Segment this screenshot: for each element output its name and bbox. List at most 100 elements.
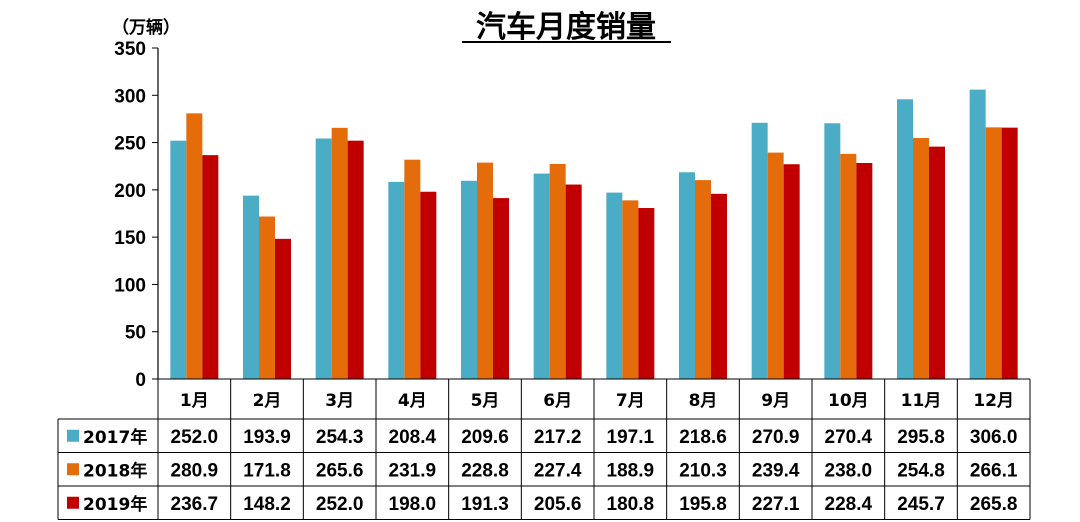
bar (549, 163, 566, 379)
bar (186, 113, 203, 380)
bar (477, 162, 493, 379)
series-label: 2018年 (83, 460, 147, 481)
chart-title: 汽车月度销量 (476, 10, 656, 45)
table-cell-value: 270.4 (825, 427, 873, 448)
category-label: 9月 (761, 391, 790, 411)
table-cell-value: 239.4 (752, 460, 800, 481)
legend-swatch (67, 496, 79, 509)
table-cell-value: 280.9 (171, 460, 219, 481)
bar (606, 192, 623, 379)
table-cell-value: 217.2 (534, 427, 582, 448)
bar (275, 238, 291, 379)
category-label: 10月 (828, 391, 869, 411)
bar (331, 127, 348, 379)
bar (170, 140, 187, 379)
table-cell-value: 197.1 (607, 427, 655, 448)
bar (840, 153, 857, 379)
bar (461, 180, 477, 379)
table-cell-value: 218.6 (679, 427, 727, 448)
bar (638, 208, 655, 379)
category-label: 5月 (471, 391, 500, 411)
bar (695, 180, 711, 379)
series-label: 2019年 (83, 494, 147, 515)
table-cell-value: 180.8 (607, 494, 655, 515)
bar (856, 162, 873, 379)
category-label: 1月 (180, 391, 209, 411)
y-tick-label: 350 (114, 39, 146, 60)
y-tick-label: 250 (114, 134, 146, 155)
bars (170, 89, 1018, 380)
bar (929, 146, 945, 379)
bar (969, 89, 986, 380)
table-cell-value: 227.4 (534, 460, 582, 481)
table-cell-value: 198.0 (389, 494, 437, 515)
category-label: 6月 (543, 391, 572, 411)
table-cell-value: 252.0 (316, 494, 364, 515)
bar (493, 198, 509, 379)
y-tick-label: 100 (114, 275, 146, 296)
bar (897, 99, 913, 379)
bar (711, 193, 727, 379)
bar (315, 138, 332, 379)
y-tick-label: 150 (114, 228, 146, 249)
table-cell-value: 295.8 (897, 427, 945, 448)
bar (565, 184, 582, 379)
table-cell-value: 236.7 (171, 494, 219, 515)
table-cell-value: 193.9 (243, 427, 291, 448)
table-cell-value: 270.9 (752, 427, 800, 448)
category-label: 2月 (253, 391, 282, 411)
bar (751, 122, 768, 379)
table-cell-value: 227.1 (752, 494, 800, 515)
bar (824, 123, 841, 379)
category-label: 3月 (325, 391, 354, 411)
data-table: 1月 2月 3月 4月 5月 6月 7月 8月 9月 10月 11月 12月 2017年 252.0 193… (57, 378, 1031, 520)
bar (388, 181, 405, 379)
category-label: 4月 (398, 391, 427, 411)
bar (202, 155, 219, 379)
bar (783, 164, 800, 379)
table-cell-value: 210.3 (679, 460, 727, 481)
category-label: 12月 (973, 391, 1014, 411)
category-label: 8月 (689, 391, 718, 411)
table-cell-value: 245.7 (897, 494, 945, 515)
series-label: 2017年 (83, 427, 147, 448)
table-cell-value: 252.0 (171, 427, 219, 448)
table-cell-value: 195.8 (679, 494, 727, 515)
table-cell-value: 191.3 (461, 494, 509, 515)
bar (622, 200, 639, 379)
bar (259, 216, 275, 379)
table-cell-value: 171.8 (243, 460, 291, 481)
table-cell-value: 208.4 (389, 427, 437, 448)
category-label: 11月 (901, 391, 942, 411)
bar (347, 140, 364, 379)
legend-swatch (67, 463, 79, 476)
table-cell-value: 266.1 (970, 460, 1018, 481)
table-cell-value: 265.6 (316, 460, 364, 481)
table-cell-value: 228.4 (825, 494, 873, 515)
y-tick-label: 200 (114, 181, 146, 202)
bar (404, 159, 421, 379)
legend-swatch (67, 429, 79, 442)
table-cell-value: 265.8 (970, 494, 1018, 515)
bar (243, 195, 259, 379)
category-label: 7月 (616, 391, 645, 411)
table-cell-value: 254.3 (316, 427, 364, 448)
table-cell-value: 231.9 (389, 460, 437, 481)
y-axis: 0 50 100 150 200 250 300 350 (114, 39, 159, 391)
table-cell-value: 228.8 (461, 460, 509, 481)
bar (533, 173, 550, 379)
table-cell-value: 238.0 (825, 460, 873, 481)
table-cell-value: 148.2 (243, 494, 291, 515)
table-cell-value: 188.9 (607, 460, 655, 481)
bar (679, 172, 695, 379)
table-cell-value: 306.0 (970, 427, 1018, 448)
y-tick-label: 50 (125, 323, 146, 344)
bar (1001, 127, 1018, 379)
unit-label: （万辆） (112, 17, 180, 38)
table-cell-value: 209.6 (461, 427, 509, 448)
bar (985, 127, 1002, 379)
bar (767, 152, 784, 379)
y-tick-label: 300 (114, 86, 146, 107)
table-cell-value: 254.8 (897, 460, 945, 481)
